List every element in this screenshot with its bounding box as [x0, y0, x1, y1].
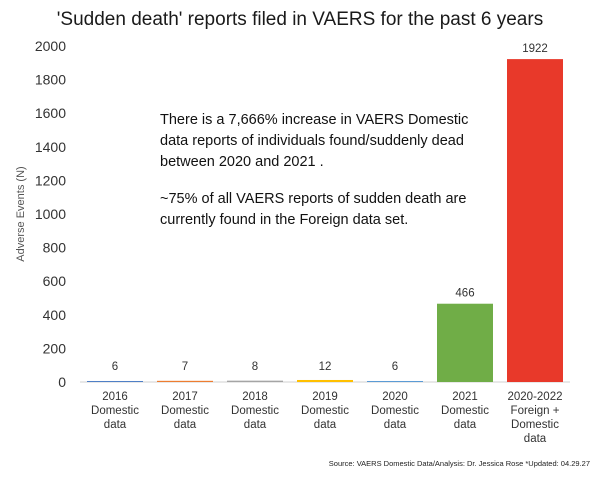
y-tick-label: 0 [58, 374, 66, 390]
bar [157, 380, 213, 382]
bars [87, 59, 563, 382]
category-labels: 2016 Domestic data 2017 Domestic data 2018 Dome… [91, 391, 562, 445]
bar [87, 380, 143, 382]
category-label: Foreign + [511, 405, 560, 417]
bar [507, 59, 563, 382]
annotation-text: There is a 7,666% increase in VAERS Dome… [160, 112, 468, 228]
y-tick-label: 1200 [35, 172, 66, 188]
category-label: data [104, 419, 127, 431]
annotation-line: between 2020 and 2021 . [160, 154, 324, 170]
chart-title: 'Sudden death' reports filed in VAERS fo… [57, 9, 543, 30]
bar-value-label: 6 [392, 361, 398, 373]
category-label: Domestic [161, 405, 209, 417]
category-label: Domestic [441, 405, 489, 417]
y-tick-label: 1400 [35, 139, 66, 155]
y-tick-label: 400 [43, 307, 67, 323]
source-note: Source: VAERS Domestic Data/Analysis: Dr… [329, 459, 590, 468]
category-label: Domestic [231, 405, 279, 417]
value-labels: 6 7 8 12 6 466 1922 [112, 43, 548, 373]
annotation-line: currently found in the Foreign data set. [160, 212, 408, 228]
annotation-line: ~75% of all VAERS reports of sudden deat… [160, 191, 466, 207]
category-label: Domestic [511, 419, 559, 431]
category-label: data [524, 433, 547, 445]
bar [437, 303, 493, 382]
category-label: data [454, 419, 477, 431]
category-label: 2021 [452, 391, 478, 403]
bar-value-label: 1922 [522, 43, 548, 55]
y-tick-label: 800 [43, 240, 67, 256]
category-label: 2017 [172, 391, 198, 403]
category-label: 2016 [102, 391, 128, 403]
category-label: 2019 [312, 391, 338, 403]
category-label: 2020 [382, 391, 408, 403]
bar-value-label: 12 [319, 361, 332, 373]
category-label: Domestic [371, 405, 419, 417]
annotation-line: data reports of individuals found/sudden… [160, 133, 464, 149]
y-tick-label: 200 [43, 340, 67, 356]
y-axis-label: Adverse Events (N) [15, 166, 27, 261]
category-label: data [384, 419, 407, 431]
category-label: data [314, 419, 337, 431]
bar-value-label: 8 [252, 361, 258, 373]
category-label: Domestic [91, 405, 139, 417]
bar [297, 379, 353, 382]
y-tick-label: 1000 [35, 206, 66, 222]
y-tick-label: 600 [43, 273, 67, 289]
category-label: 2020-2022 [508, 391, 563, 403]
bar [367, 380, 423, 382]
bar [227, 380, 283, 382]
bar-value-label: 6 [112, 361, 118, 373]
y-tick-label: 1600 [35, 105, 66, 121]
bar-value-label: 7 [182, 361, 188, 373]
y-tick-label: 1800 [35, 72, 66, 88]
category-label: data [174, 419, 197, 431]
annotation-line: There is a 7,666% increase in VAERS Dome… [160, 112, 468, 128]
category-label: 2018 [242, 391, 268, 403]
y-axis-ticks: 0 200 400 600 800 1000 1200 1400 1600 1800 2000 [35, 38, 66, 390]
bar-value-label: 466 [455, 288, 474, 300]
category-label: data [244, 419, 267, 431]
category-label: Domestic [301, 405, 349, 417]
y-tick-label: 2000 [35, 38, 66, 54]
